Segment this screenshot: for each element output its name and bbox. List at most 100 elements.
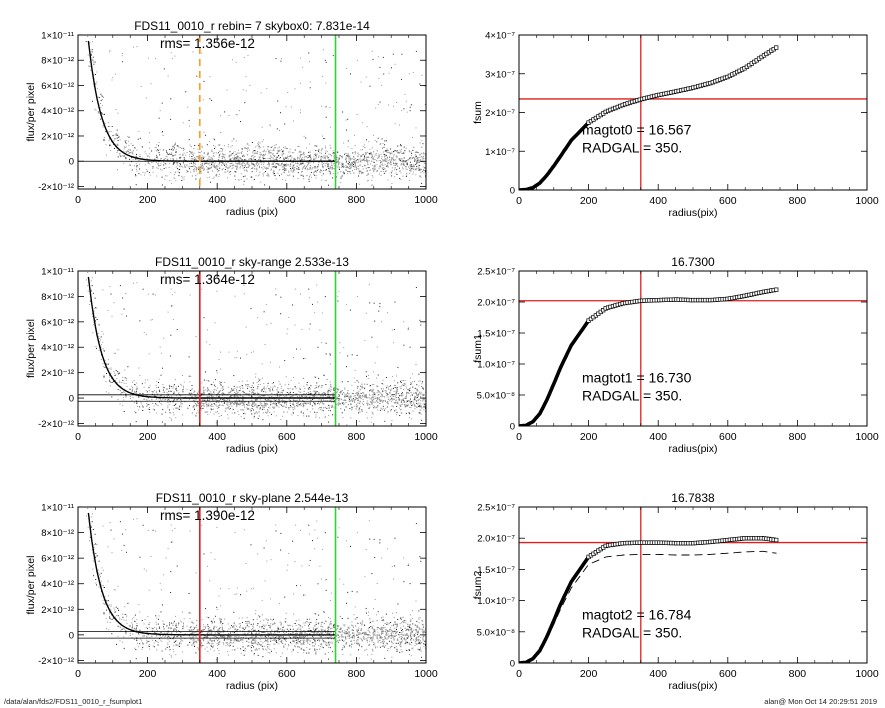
data-point <box>119 152 121 154</box>
data-point <box>321 342 323 344</box>
data-point <box>417 403 419 405</box>
data-point <box>114 375 116 376</box>
data-point <box>357 162 359 163</box>
data-point <box>354 162 356 164</box>
x-tick-label: 200 <box>139 431 157 443</box>
data-point <box>411 157 413 159</box>
data-point <box>331 162 333 164</box>
data-point <box>178 175 180 177</box>
data-point <box>414 398 416 400</box>
data-point <box>299 396 301 398</box>
data-point <box>211 384 213 385</box>
data-point <box>209 76 211 78</box>
data-point <box>261 363 263 365</box>
data-point <box>419 405 421 407</box>
data-point <box>198 168 200 170</box>
data-point <box>104 366 106 368</box>
data-point <box>387 396 389 398</box>
data-point <box>281 405 283 407</box>
data-point <box>292 399 294 401</box>
data-point <box>326 407 328 409</box>
data-point <box>306 168 308 170</box>
data-point <box>260 161 262 163</box>
data-point <box>220 132 222 133</box>
data-point <box>354 163 356 165</box>
data-point <box>281 391 283 393</box>
data-point <box>149 174 151 176</box>
data-point <box>159 149 161 151</box>
data-point <box>382 396 384 398</box>
data-point <box>391 170 393 172</box>
data-point <box>351 164 353 165</box>
data-point <box>407 392 409 394</box>
data-point <box>111 141 112 143</box>
data-point <box>413 402 415 404</box>
data-point <box>262 175 264 177</box>
data-point <box>343 142 345 144</box>
data-point <box>423 152 424 154</box>
data-point <box>289 396 291 398</box>
data-point <box>367 179 369 181</box>
data-point <box>273 385 275 387</box>
data-point <box>263 383 265 385</box>
data-point <box>381 84 383 86</box>
data-point <box>302 402 304 404</box>
data-point <box>286 157 288 159</box>
data-point <box>315 385 317 386</box>
data-point <box>373 384 375 385</box>
data-point <box>227 404 229 406</box>
data-point <box>151 319 153 321</box>
data-point <box>345 162 347 164</box>
data-point <box>161 641 163 643</box>
data-point <box>155 384 157 386</box>
data-point <box>230 159 232 161</box>
data-point <box>304 396 306 397</box>
data-point <box>232 408 234 410</box>
data-point <box>319 329 321 331</box>
data-point <box>419 319 421 321</box>
data-point <box>300 163 302 166</box>
x-tick-label: 600 <box>719 431 737 443</box>
data-point <box>228 167 230 169</box>
data-point <box>406 404 408 406</box>
data-point <box>268 400 270 402</box>
data-point <box>220 635 222 637</box>
data-point <box>203 400 205 402</box>
data-point <box>109 286 111 287</box>
data-point <box>172 388 174 390</box>
data-point <box>259 153 261 155</box>
data-point <box>386 165 389 167</box>
data-point <box>322 156 324 158</box>
data-point <box>379 409 381 411</box>
data-point <box>128 140 130 142</box>
data-point <box>368 394 370 396</box>
data-point <box>165 157 166 159</box>
data-point <box>343 347 345 349</box>
x-tick-label: 200 <box>139 194 157 206</box>
data-point <box>308 388 310 390</box>
data-point <box>383 73 385 75</box>
data-point <box>126 315 127 317</box>
data-point <box>216 165 218 167</box>
data-point <box>272 403 274 405</box>
data-point <box>280 296 282 298</box>
data-point <box>323 138 325 139</box>
data-point <box>248 631 250 633</box>
data-point <box>270 159 272 161</box>
data-point <box>169 401 171 403</box>
data-point <box>152 408 154 410</box>
data-point <box>422 403 424 405</box>
data-point <box>305 156 306 158</box>
data-point <box>180 406 182 408</box>
data-point <box>212 164 214 166</box>
data-point <box>329 107 331 108</box>
data-point <box>232 167 234 169</box>
data-point <box>406 394 407 396</box>
data-point <box>174 55 176 57</box>
data-point <box>231 390 233 392</box>
data-point <box>86 279 87 281</box>
data-point <box>114 138 116 140</box>
data-point <box>421 393 423 395</box>
data-point <box>412 149 414 151</box>
data-point <box>413 399 415 400</box>
